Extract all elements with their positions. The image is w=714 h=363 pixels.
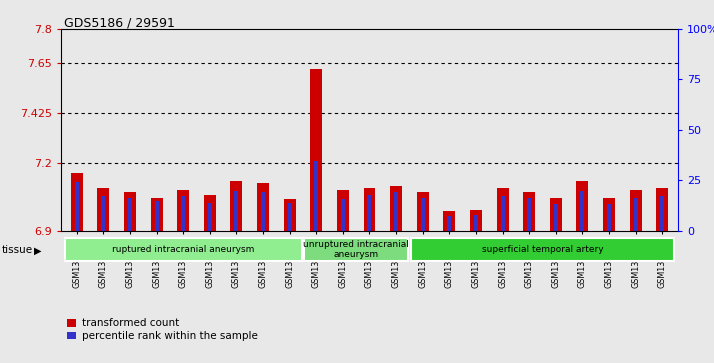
Bar xyxy=(337,190,349,231)
Bar xyxy=(154,201,159,231)
Bar xyxy=(603,198,615,231)
Legend: transformed count, percentile rank within the sample: transformed count, percentile rank withi… xyxy=(66,317,258,342)
Bar xyxy=(261,192,265,231)
Bar xyxy=(576,181,588,231)
Bar xyxy=(257,184,269,231)
Bar xyxy=(234,191,238,231)
Bar xyxy=(101,196,105,231)
Text: GDS5186 / 29591: GDS5186 / 29591 xyxy=(64,16,175,29)
Bar xyxy=(417,192,428,231)
Bar xyxy=(151,198,163,231)
Bar xyxy=(411,238,674,261)
Bar xyxy=(177,190,189,231)
Bar xyxy=(607,204,611,231)
Bar xyxy=(97,188,109,231)
Bar xyxy=(75,182,79,231)
Bar xyxy=(660,196,664,231)
Bar xyxy=(634,198,638,231)
Bar xyxy=(527,198,531,231)
Bar xyxy=(501,196,505,231)
Bar xyxy=(128,198,132,231)
Bar xyxy=(341,199,345,231)
Bar xyxy=(550,198,562,231)
Bar xyxy=(394,192,398,231)
Bar xyxy=(283,199,296,231)
Bar xyxy=(231,181,242,231)
Bar xyxy=(656,188,668,231)
Bar xyxy=(288,203,291,231)
Bar xyxy=(443,212,456,231)
Text: ▶: ▶ xyxy=(34,245,42,256)
Bar xyxy=(363,188,376,231)
Bar xyxy=(497,188,508,231)
Text: ruptured intracranial aneurysm: ruptured intracranial aneurysm xyxy=(112,245,254,254)
Bar xyxy=(203,195,216,231)
Text: superficial temporal artery: superficial temporal artery xyxy=(482,245,603,254)
Bar xyxy=(554,204,558,231)
Bar xyxy=(421,198,425,231)
Bar xyxy=(208,203,212,231)
Bar xyxy=(314,161,318,231)
Bar xyxy=(523,192,536,231)
Bar xyxy=(304,238,408,261)
Bar xyxy=(311,69,322,231)
Bar xyxy=(474,215,478,231)
Bar xyxy=(124,192,136,231)
Text: tissue: tissue xyxy=(1,245,33,256)
Text: unruptured intracranial
aneurysm: unruptured intracranial aneurysm xyxy=(303,240,409,259)
Bar xyxy=(390,186,402,231)
Bar xyxy=(580,191,585,231)
Bar xyxy=(71,174,83,231)
Bar xyxy=(470,211,482,231)
Bar xyxy=(181,196,185,231)
Bar xyxy=(65,238,301,261)
Bar xyxy=(630,190,642,231)
Bar xyxy=(368,195,371,231)
Bar xyxy=(448,216,451,231)
